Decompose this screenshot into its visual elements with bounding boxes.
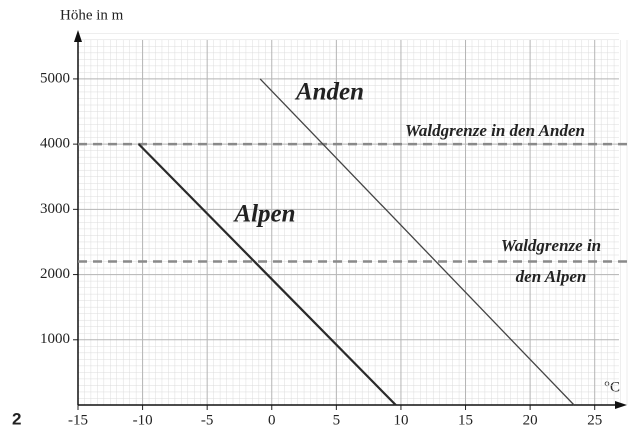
x-tick-label: 10	[393, 412, 408, 428]
y-tick-label: 1000	[40, 331, 70, 347]
y-axis-label: Höhe in m	[60, 7, 124, 23]
x-axis-arrow	[615, 401, 627, 409]
x-tick-label: -15	[68, 412, 88, 428]
series-line	[137, 143, 397, 406]
x-tick-label: 20	[523, 412, 538, 428]
x-tick-label: -10	[133, 412, 153, 428]
x-tick-label: 5	[333, 412, 341, 428]
x-tick-label: 0	[268, 412, 276, 428]
series-line	[259, 78, 575, 406]
x-tick-label: 15	[458, 412, 473, 428]
reference-label: den Alpen	[516, 267, 587, 286]
x-axis-label: °C	[604, 379, 620, 395]
x-tick-label: -5	[201, 412, 214, 428]
reference-label: Waldgrenze in den Anden	[405, 121, 585, 140]
y-tick-label: 3000	[40, 201, 70, 217]
figure-number: 2	[12, 409, 21, 428]
y-tick-label: 2000	[40, 266, 70, 282]
y-axis-arrow	[74, 30, 82, 42]
y-tick-label: 4000	[40, 136, 70, 152]
x-tick-label: 25	[587, 412, 602, 428]
series-label: Anden	[294, 79, 364, 106]
y-tick-label: 5000	[40, 70, 70, 86]
series-label: Alpen	[232, 201, 295, 228]
reference-label: Waldgrenze in	[501, 236, 601, 255]
